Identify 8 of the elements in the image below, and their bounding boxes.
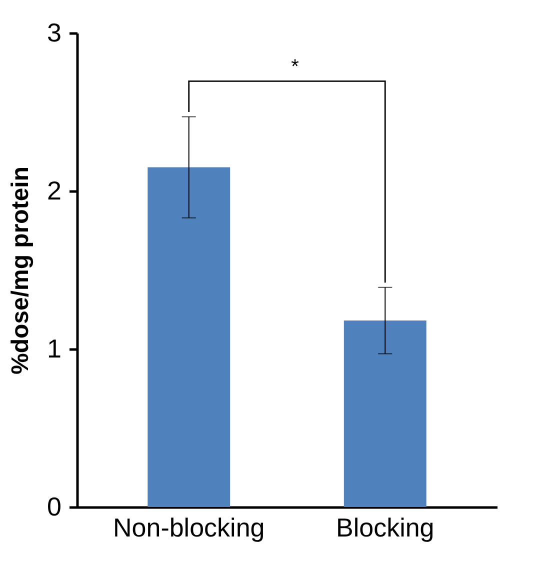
x-tick-label: Non-blocking [112,512,265,542]
x-tick-label: Blocking [336,512,434,542]
y-tick-label: 0 [47,492,62,522]
y-tick-label: 2 [47,176,62,206]
y-tick-label: 3 [47,18,62,48]
y-axis-title: %dose/mg protein [7,166,34,375]
y-tick-label: 1 [47,334,62,364]
annotation: * [291,56,300,78]
